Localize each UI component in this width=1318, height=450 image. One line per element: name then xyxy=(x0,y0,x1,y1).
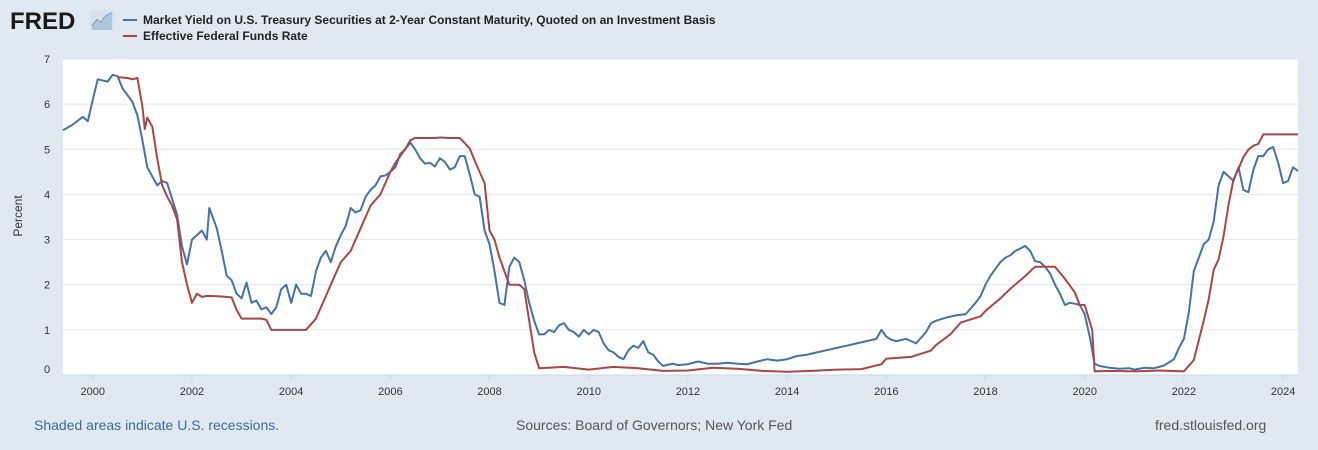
series-line-fed-funds[interactable] xyxy=(117,76,1298,373)
x-axis-ticks: 2000 2002 2004 2006 2008 2010 2012 2014 2016 2018… xyxy=(81,375,1295,398)
x-tick-label: 2024 xyxy=(1271,386,1295,398)
x-tick-label: 2000 xyxy=(81,386,105,398)
grid-lines xyxy=(63,58,1298,376)
x-tick-label: 2012 xyxy=(676,386,700,398)
x-tick-label: 2020 xyxy=(1072,386,1096,398)
x-tick-label: 2018 xyxy=(973,386,997,398)
legend-label-treasury-yield: Market Yield on U.S. Treasury Securities… xyxy=(143,13,716,27)
x-tick-label: 2016 xyxy=(874,386,898,398)
x-tick-label: 2022 xyxy=(1172,386,1196,398)
y-tick-label: 1 xyxy=(44,325,50,337)
sources-text: Sources: Board of Governors; New York Fe… xyxy=(516,417,793,433)
y-tick-label: 5 xyxy=(44,144,50,156)
site-link[interactable]: fred.stlouisfed.org xyxy=(1155,417,1267,433)
y-tick-label: 7 xyxy=(44,54,50,66)
legend: Market Yield on U.S. Treasury Securities… xyxy=(123,12,716,44)
legend-swatch-blue xyxy=(123,19,137,21)
fred-logo[interactable]: FRED xyxy=(10,8,76,35)
x-tick-label: 2004 xyxy=(279,386,303,398)
y-tick-label: 4 xyxy=(44,189,50,201)
y-axis-ticks: 0 1 2 3 4 5 6 7 xyxy=(44,54,50,376)
x-tick-label: 2008 xyxy=(477,386,501,398)
y-tick-label: 2 xyxy=(44,280,50,292)
y-axis-title: Percent xyxy=(11,195,25,237)
y-tick-label: 0 xyxy=(44,364,50,376)
y-tick-label: 3 xyxy=(44,235,50,247)
x-tick-label: 2010 xyxy=(577,386,601,398)
legend-swatch-red xyxy=(123,35,137,37)
x-tick-label: 2002 xyxy=(180,386,204,398)
x-tick-label: 2006 xyxy=(378,386,402,398)
fred-graph-logo-icon xyxy=(90,10,114,30)
x-tick-label: 2014 xyxy=(775,386,799,398)
chart-svg[interactable]: 0 1 2 3 4 5 6 7 2000 2002 2004 2006 2008 2010 2012 201… xyxy=(0,0,1318,410)
legend-item-fed-funds[interactable]: Effective Federal Funds Rate xyxy=(123,28,716,44)
series-line-treasury-yield[interactable] xyxy=(62,73,1299,371)
recession-note-link[interactable]: Shaded areas indicate U.S. recessions. xyxy=(34,417,280,433)
y-tick-label: 6 xyxy=(44,99,50,111)
legend-item-treasury-yield[interactable]: Market Yield on U.S. Treasury Securities… xyxy=(123,12,716,28)
plot-area xyxy=(63,59,1298,375)
legend-label-fed-funds: Effective Federal Funds Rate xyxy=(143,29,308,43)
series-lines xyxy=(62,73,1299,373)
